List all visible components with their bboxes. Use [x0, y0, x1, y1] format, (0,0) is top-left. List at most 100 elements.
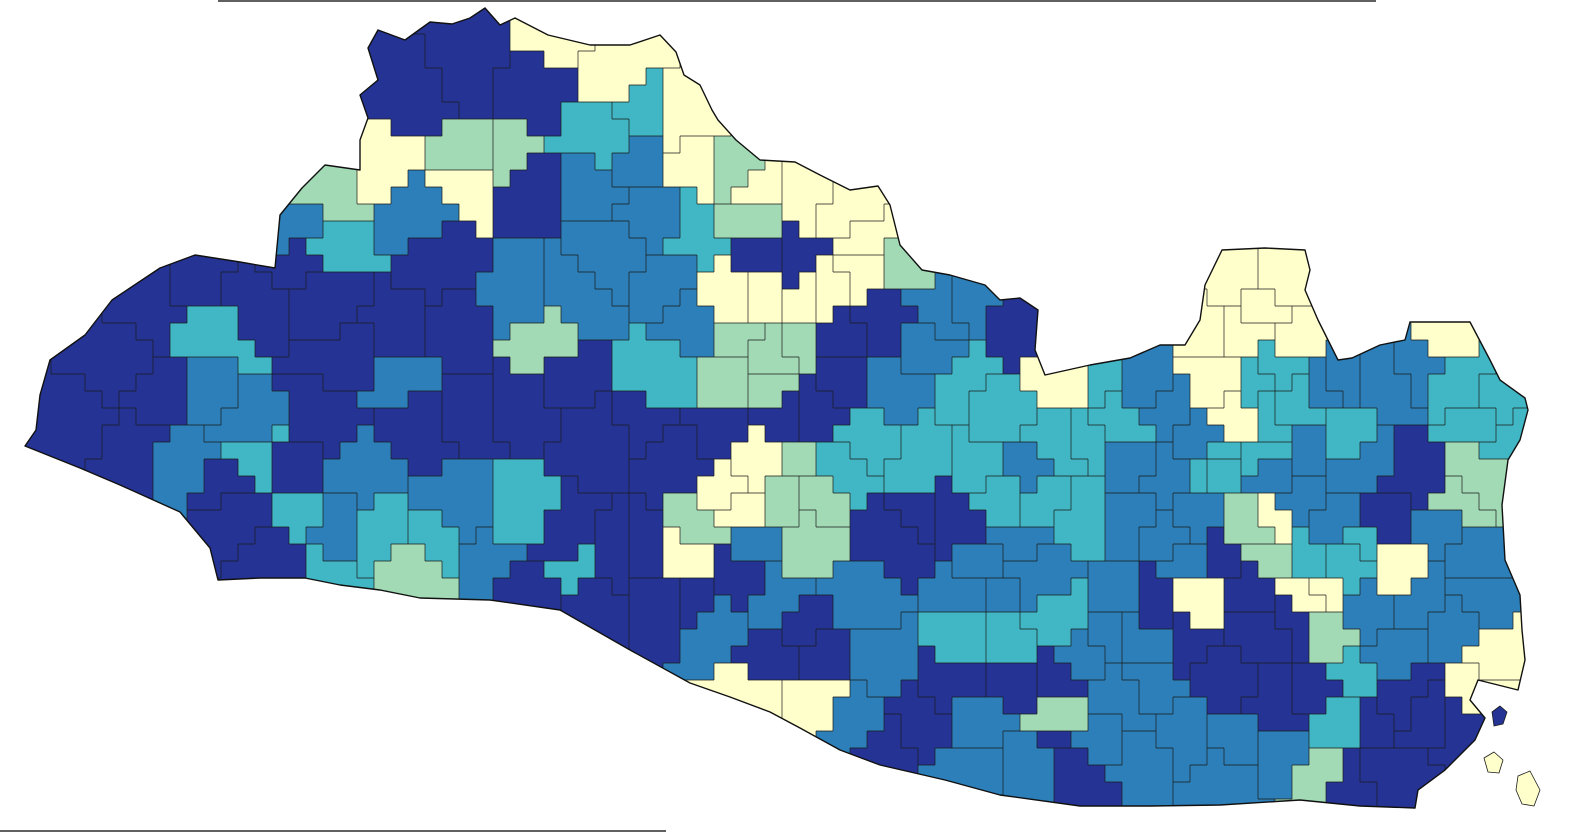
map-cell — [799, 289, 817, 307]
map-cell — [986, 527, 1004, 545]
map-cell — [680, 323, 698, 341]
map-cell — [1224, 629, 1242, 647]
map-cell — [1564, 102, 1582, 120]
map-cell — [170, 51, 188, 69]
map-cell — [1445, 544, 1463, 562]
map-cell — [833, 119, 851, 137]
map-cell — [238, 34, 256, 52]
map-cell — [1224, 527, 1242, 545]
map-cell — [544, 561, 562, 579]
map-cell — [1513, 17, 1528, 35]
map-cell — [1241, 306, 1259, 324]
map-cell — [170, 391, 188, 409]
map-cell — [850, 459, 868, 477]
map-cell — [748, 714, 766, 732]
map-cell — [323, 612, 341, 630]
map-cell — [0, 17, 18, 35]
map-cell — [1088, 425, 1106, 443]
map-cell — [1309, 493, 1327, 511]
map-cell — [1020, 374, 1038, 392]
map-cell — [1190, 544, 1208, 562]
map-cell — [374, 374, 392, 392]
map-cell — [969, 170, 987, 188]
map-cell — [1326, 663, 1344, 681]
map-cell — [1309, 102, 1327, 120]
map-cell — [1530, 340, 1548, 358]
map-cell — [867, 595, 885, 613]
map-cell — [357, 833, 375, 839]
map-cell — [374, 425, 392, 443]
map-cell — [1547, 306, 1565, 324]
map-cell — [187, 646, 205, 664]
map-cell — [425, 119, 443, 137]
map-cell — [901, 629, 919, 647]
map-cell — [867, 136, 885, 154]
map-cell — [340, 17, 358, 35]
map-cell — [374, 646, 392, 664]
map-cell — [1003, 527, 1021, 545]
map-cell — [1003, 646, 1021, 664]
map-cell — [799, 595, 817, 613]
map-cell — [119, 340, 137, 358]
map-cell — [1547, 629, 1565, 647]
map-cell — [221, 85, 239, 103]
map-cell — [901, 136, 919, 154]
map-cell — [578, 289, 596, 307]
map-cell — [85, 391, 103, 409]
map-cell — [816, 629, 834, 647]
map-cell — [1428, 748, 1446, 766]
map-cell — [544, 170, 562, 188]
map-cell — [1479, 119, 1497, 137]
map-cell — [765, 544, 783, 562]
map-cell — [1190, 782, 1208, 800]
map-cell — [1377, 680, 1395, 698]
map-cell — [459, 663, 477, 681]
map-cell — [595, 408, 613, 426]
map-cell — [1020, 527, 1038, 545]
map-cell — [1377, 544, 1395, 562]
map-cell — [1292, 289, 1310, 307]
map-cell — [1139, 731, 1157, 749]
map-cell — [306, 748, 324, 766]
map-cell — [34, 85, 52, 103]
map-cell — [901, 102, 919, 120]
map-cell — [1445, 697, 1463, 715]
map-cell — [816, 816, 834, 834]
map-cell — [1224, 340, 1242, 358]
map-cell — [1173, 272, 1191, 290]
map-cell — [1479, 561, 1497, 579]
map-cell — [459, 595, 477, 613]
map-cell — [323, 323, 341, 341]
map-cell — [510, 340, 528, 358]
map-cell — [51, 255, 69, 273]
map-cell — [901, 187, 919, 205]
map-cell — [816, 544, 834, 562]
map-cell — [544, 391, 562, 409]
map-cell — [1105, 204, 1123, 222]
map-cell — [25, 544, 35, 562]
map-cell — [612, 136, 630, 154]
map-cell — [476, 119, 494, 137]
map-cell — [612, 34, 630, 52]
map-cell — [1122, 527, 1140, 545]
map-cell — [1003, 476, 1021, 494]
map-cell — [612, 527, 630, 545]
map-cell — [1377, 833, 1395, 839]
map-cell — [935, 187, 953, 205]
map-cell — [1360, 425, 1378, 443]
map-cell — [697, 578, 715, 596]
map-cell — [1547, 85, 1565, 103]
map-cell — [187, 680, 205, 698]
map-cell — [578, 510, 596, 528]
map-cell — [442, 102, 460, 120]
map-cell — [1360, 136, 1378, 154]
map-cell — [782, 544, 800, 562]
map-cell — [901, 221, 919, 239]
map-cell — [1156, 272, 1174, 290]
map-cell — [918, 357, 936, 375]
map-cell — [578, 391, 596, 409]
map-cell — [1445, 17, 1463, 35]
map-cell — [986, 8, 1004, 18]
map-cell — [1020, 561, 1038, 579]
map-cell — [1360, 153, 1378, 171]
